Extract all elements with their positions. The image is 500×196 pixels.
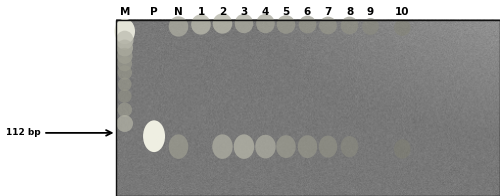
Ellipse shape xyxy=(298,135,318,158)
Ellipse shape xyxy=(298,16,316,33)
Text: 10: 10 xyxy=(395,7,409,17)
Text: 8: 8 xyxy=(346,7,353,17)
Text: P: P xyxy=(150,7,158,17)
Ellipse shape xyxy=(340,17,358,34)
Ellipse shape xyxy=(116,31,134,50)
Ellipse shape xyxy=(118,77,132,91)
Ellipse shape xyxy=(118,89,132,103)
Ellipse shape xyxy=(116,40,133,56)
Text: 7: 7 xyxy=(324,7,332,17)
Text: 3: 3 xyxy=(240,7,248,17)
Ellipse shape xyxy=(117,48,132,64)
Ellipse shape xyxy=(255,135,276,158)
Text: 4: 4 xyxy=(262,7,269,17)
Text: 112 bp: 112 bp xyxy=(6,128,40,137)
Ellipse shape xyxy=(118,56,132,71)
Text: 1: 1 xyxy=(198,7,204,17)
Text: 6: 6 xyxy=(304,7,311,17)
Text: M: M xyxy=(120,7,130,17)
Ellipse shape xyxy=(394,19,410,36)
Ellipse shape xyxy=(319,17,337,34)
Ellipse shape xyxy=(114,19,135,44)
Ellipse shape xyxy=(394,139,410,159)
Ellipse shape xyxy=(212,134,233,159)
Ellipse shape xyxy=(276,135,296,158)
Ellipse shape xyxy=(143,120,165,152)
Ellipse shape xyxy=(168,134,188,159)
Bar xyxy=(116,20,500,196)
Ellipse shape xyxy=(118,103,132,117)
Ellipse shape xyxy=(168,16,188,37)
Text: 2: 2 xyxy=(219,7,226,17)
Text: 9: 9 xyxy=(367,7,374,17)
Ellipse shape xyxy=(191,14,210,35)
Ellipse shape xyxy=(362,18,379,35)
Ellipse shape xyxy=(118,65,132,80)
Text: N: N xyxy=(174,7,183,17)
Ellipse shape xyxy=(318,136,338,158)
Ellipse shape xyxy=(234,14,253,33)
Ellipse shape xyxy=(256,14,274,33)
Ellipse shape xyxy=(340,136,358,157)
Ellipse shape xyxy=(212,13,232,34)
Text: 5: 5 xyxy=(282,7,290,17)
Ellipse shape xyxy=(234,134,254,159)
Ellipse shape xyxy=(116,115,133,132)
Ellipse shape xyxy=(276,15,295,34)
